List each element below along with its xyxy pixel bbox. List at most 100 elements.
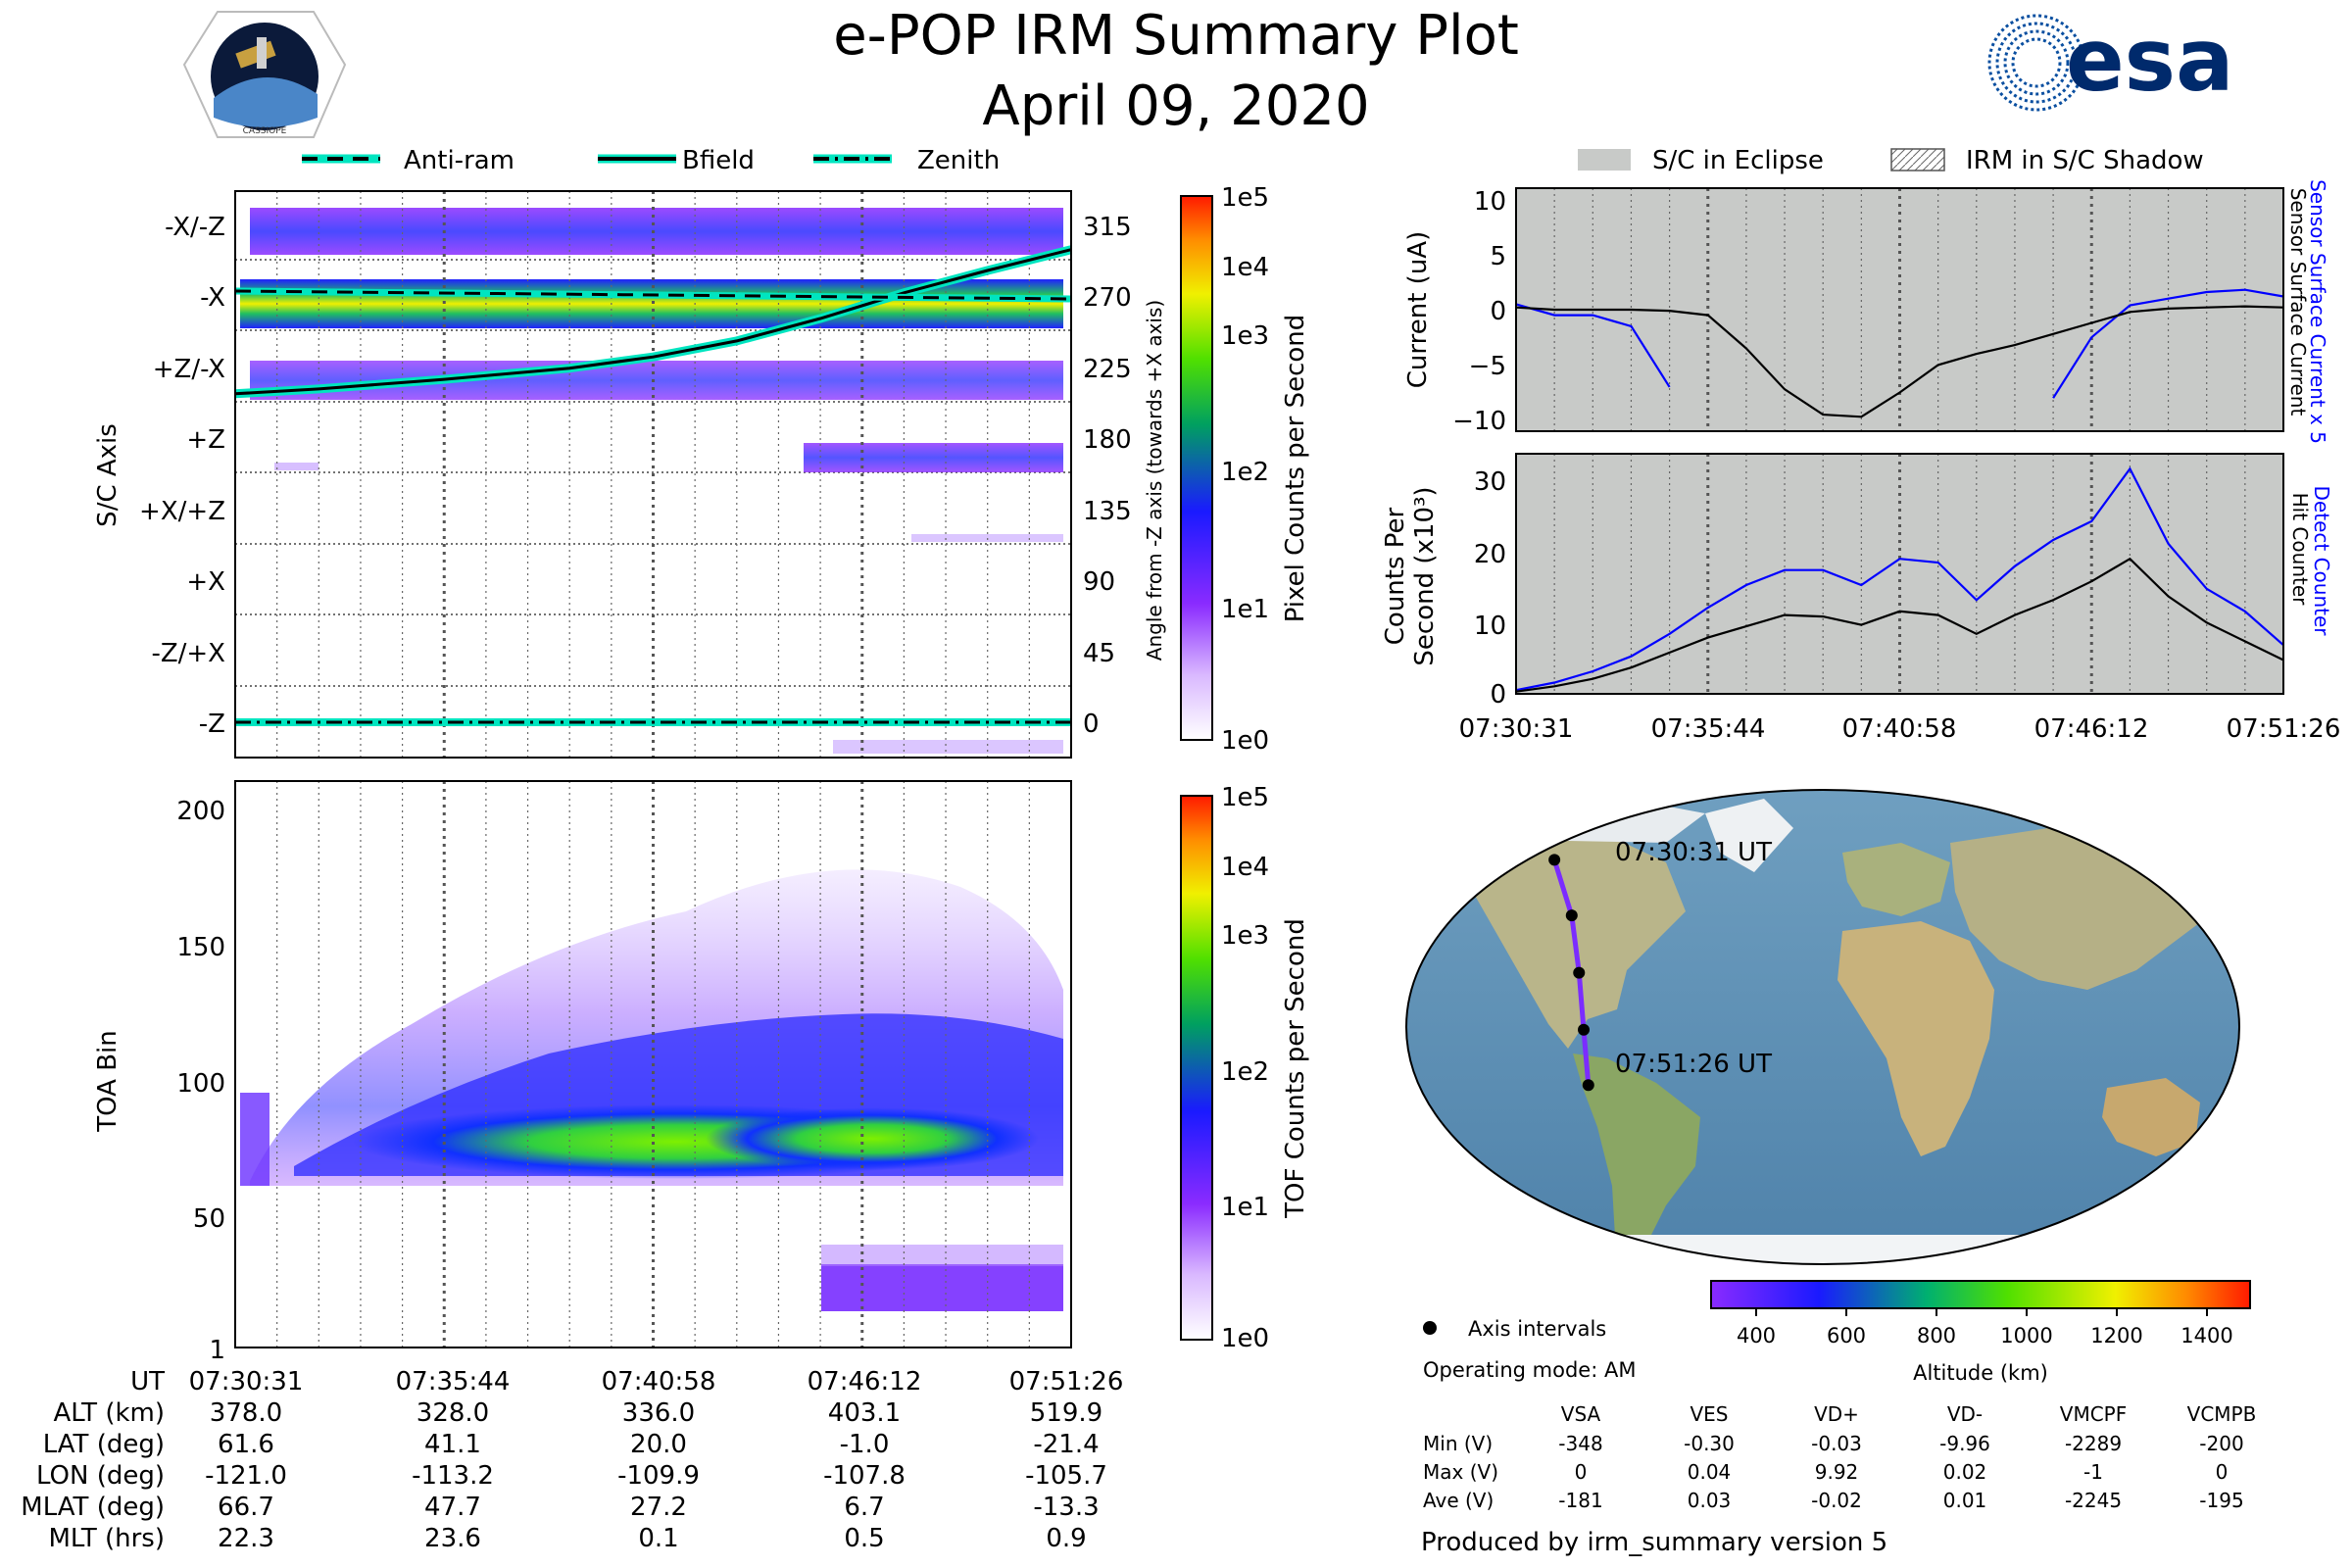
cassiope-logo-text: CASSIOPE	[243, 126, 287, 136]
orbit-point	[1565, 909, 1578, 922]
axis-panel-grid	[276, 191, 1030, 758]
pixel-colorbar-tick: 1e5	[1221, 183, 1269, 213]
toa-yticks: 200 150 100 50 1	[176, 797, 225, 1365]
voltage-value: 0	[2216, 1460, 2229, 1484]
voltage-value: 0.01	[1943, 1489, 1987, 1512]
counts-xtick-label: 07:30:31	[1459, 714, 1574, 744]
voltage-row-label: Min (V)	[1423, 1432, 1493, 1455]
legend-zenith: Zenith	[917, 146, 1000, 175]
ephem-value: 07:30:31	[189, 1367, 304, 1396]
angle-tick-label: 0	[1083, 710, 1100, 739]
world-map	[1405, 789, 2240, 1265]
axis-tick-label: +Z	[186, 425, 225, 455]
toa-panel	[234, 780, 1072, 1348]
ephem-value: 0.1	[638, 1524, 678, 1553]
esa-logo-swirl	[1987, 14, 2085, 112]
tof-colorbar-tick: 1e4	[1221, 853, 1269, 882]
ephem-value: 07:46:12	[808, 1367, 922, 1396]
operating-mode: Operating mode: AM	[1423, 1358, 1636, 1382]
current-yticks: 10 5 0 −5 −10	[1452, 187, 1506, 436]
angle-tick-label: 180	[1083, 425, 1132, 455]
voltage-value: -9.96	[1939, 1432, 1990, 1455]
voltage-value: -0.30	[1684, 1432, 1735, 1455]
axis-intervals-marker	[1423, 1321, 1437, 1335]
pixel-colorbar-tick: 1e0	[1221, 726, 1269, 756]
axis-tick-label: +X/+Z	[139, 497, 225, 526]
voltage-col-header: VD-	[1947, 1402, 1983, 1426]
ephem-value: 0.5	[844, 1524, 884, 1553]
altitude-colorbar: 400 600 800 1000 1200 1400 Altitude (km)	[1710, 1280, 2251, 1385]
pixel-colorbar-tick: 1e2	[1221, 458, 1269, 487]
legend-eclipse: S/C in Eclipse	[1652, 146, 1824, 175]
ephem-label: LON (deg)	[36, 1461, 165, 1491]
angle-tick-label: 90	[1083, 567, 1115, 597]
legend-top-right: S/C in Eclipse IRM in S/C Shadow	[1578, 146, 2204, 175]
footer-credit: Produced by irm_summary version 5	[1421, 1528, 1887, 1557]
counts-ylabel-line2: Second (x10³)	[1410, 486, 1440, 665]
orbit-track	[1548, 854, 1594, 1092]
axis-panel	[234, 190, 1073, 759]
counts-lines	[1515, 466, 2284, 693]
angle-tick-label: 135	[1083, 497, 1132, 526]
ephem-value: -107.8	[823, 1461, 906, 1491]
altitude-label: Altitude (km)	[1913, 1361, 2048, 1385]
current-tick-label: 10	[1474, 187, 1506, 217]
voltage-table: VSA VES VD+ VD- VMCPF VCMPB Min (V) Max …	[1423, 1402, 2256, 1512]
altitude-tick-label: 1400	[2180, 1324, 2232, 1348]
voltage-value: -200	[2199, 1432, 2243, 1455]
legend-anti-ram: Anti-ram	[404, 146, 514, 175]
tof-colorbar-label: TOF Counts per Second	[1281, 918, 1310, 1219]
toa-tick-label: 1	[209, 1336, 225, 1365]
hit-counter-line	[1515, 557, 2284, 693]
ephem-value: 47.7	[424, 1493, 481, 1522]
legend-top-left: Anti-ram Bfield Zenith	[302, 146, 1000, 175]
ephemeris-table: UT ALT (km) LAT (deg) LON (deg) MLAT (de…	[21, 1367, 1123, 1553]
ephem-label: LAT (deg)	[43, 1430, 165, 1459]
current-ylabel: Current (uA)	[1403, 231, 1433, 388]
altitude-tick-label: 800	[1917, 1324, 1956, 1348]
tof-colorbar-tick: 1e5	[1221, 783, 1269, 812]
voltage-value: 0.04	[1688, 1460, 1732, 1484]
voltage-value: 9.92	[1815, 1460, 1859, 1484]
current-lines	[1515, 288, 2284, 418]
pixel-colorbar: 1e5 1e4 1e3 1e2 1e1 1e0 Pixel Counts per…	[1180, 183, 1310, 756]
voltage-col-header: VMCPF	[2060, 1402, 2127, 1426]
current-tick-label: −10	[1452, 407, 1506, 436]
bfield-line	[234, 245, 1073, 399]
ephem-value: -109.9	[617, 1461, 700, 1491]
counts-panel	[1515, 453, 2284, 695]
ephem-value: -13.3	[1033, 1493, 1099, 1522]
axis-panel-ylabel: S/C Axis	[93, 423, 122, 527]
angle-tick-label: 225	[1083, 355, 1132, 384]
anti-ram-line	[234, 287, 1072, 303]
cassiope-logo: CASSIOPE	[182, 11, 347, 138]
counts-panel-grid	[1553, 454, 2246, 694]
legend-shadow: IRM in S/C Shadow	[1966, 146, 2204, 175]
ephem-value: -105.7	[1025, 1461, 1107, 1491]
ephem-label: MLT (hrs)	[49, 1524, 166, 1553]
ephem-value: -21.4	[1033, 1430, 1099, 1459]
tof-colorbar: 1e5 1e4 1e3 1e2 1e1 1e0 TOF Counts per S…	[1180, 783, 1310, 1353]
counts-xtick-label: 07:40:58	[1842, 714, 1957, 744]
ephem-value: -113.2	[412, 1461, 494, 1491]
axis-panel-right-ticks: 315 270 225 180 135 90 45 0	[1083, 213, 1132, 739]
altitude-tick-label: 1000	[2000, 1324, 2052, 1348]
voltage-value: 0	[1575, 1460, 1588, 1484]
angle-tick-label: 315	[1083, 213, 1132, 242]
counts-xtick-label: 07:35:44	[1651, 714, 1766, 744]
ephem-value: 07:35:44	[396, 1367, 511, 1396]
counts-xtick-label: 07:51:26	[2227, 714, 2341, 744]
detect-counter-line	[1515, 466, 2284, 692]
angle-tick-label: 270	[1083, 283, 1132, 313]
counts-xticks: 07:30:31 07:35:44 07:40:58 07:46:12 07:5…	[1459, 714, 2341, 744]
ephem-value: 519.9	[1030, 1398, 1102, 1428]
current-panel	[1515, 187, 2284, 432]
counts-xtick-label: 07:46:12	[2034, 714, 2149, 744]
counts-tick-label: 10	[1474, 612, 1506, 641]
page-title: e-POP IRM Summary Plot	[833, 4, 1519, 68]
voltage-col-header: VD+	[1814, 1402, 1859, 1426]
tof-colorbar-tick: 1e3	[1221, 921, 1269, 951]
ephem-value: 20.0	[630, 1430, 687, 1459]
ephem-value: 403.1	[828, 1398, 901, 1428]
